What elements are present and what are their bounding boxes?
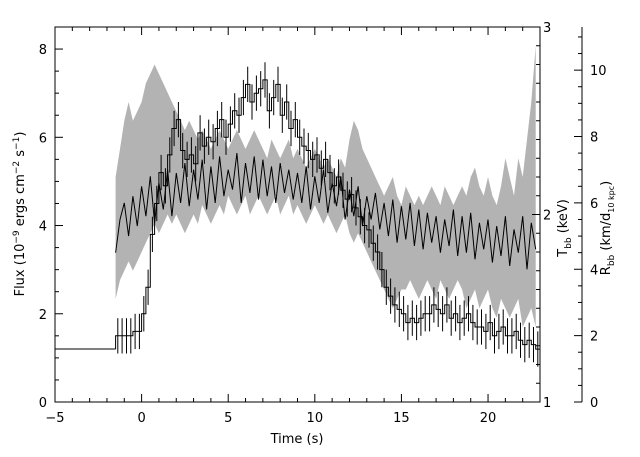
- radius-tick-label: 8: [590, 131, 598, 146]
- temperature-axis-title: Tbb (keV): [556, 199, 574, 258]
- x-axis-ticks: −5 0 5 10 15 20: [45, 27, 541, 426]
- flux-axis-title: Flux (10−9 ergs cm−2 s−1): [12, 132, 28, 297]
- radius-tick-label: 0: [590, 396, 598, 411]
- flux-series-group: [55, 62, 540, 367]
- flux-axis-title-exp2: −2: [12, 161, 22, 174]
- temperature-tick-label: 2: [543, 209, 551, 224]
- radius-axis-ticks: 0 2 4 6 8 10: [574, 36, 607, 411]
- flux-tick-label: 2: [39, 308, 47, 323]
- temperature-tick-label: 3: [543, 21, 551, 36]
- x-tick-label: −5: [45, 411, 64, 426]
- radius-tick-label: 10: [590, 64, 607, 79]
- flux-axis-title-exp1: −9: [12, 230, 22, 244]
- radius-series-group: [115, 153, 537, 270]
- radius-tick-label: 2: [590, 330, 598, 345]
- radius-axis-title-main: R: [599, 266, 614, 275]
- x-tick-label: 5: [224, 411, 232, 426]
- x-tick-label: 10: [307, 411, 324, 426]
- radius-axis-title-sub: bb: [607, 254, 617, 266]
- radius-tick-label: 4: [590, 263, 598, 278]
- radius-axis-title-end: ): [599, 181, 614, 186]
- radius-axis-title-mid: (km/d: [599, 213, 614, 255]
- temperature-axis-title-sub: bb: [564, 237, 574, 249]
- temperature-axis-title-main: T: [556, 249, 571, 258]
- flux-tick-label: 4: [39, 220, 47, 235]
- x-tick-label: 0: [137, 411, 145, 426]
- radius-tick-label: 6: [590, 197, 598, 212]
- radius-axis-title-sub2: 10 kpc: [607, 186, 616, 213]
- temperature-axis-title-end: (keV): [556, 199, 571, 237]
- temperature-tick-label: 1: [543, 396, 551, 411]
- flux-tick-label: 8: [39, 43, 47, 58]
- flux-axis-title-main: Flux (10: [13, 244, 28, 297]
- x-tick-label: 20: [480, 411, 497, 426]
- x-axis-title: Time (s): [270, 432, 324, 447]
- temperature-axis-ticks: 1 2 3: [532, 21, 551, 411]
- flux-axis-title-mid2: s: [13, 150, 28, 161]
- flux-axis-ticks: 0 2 4 6 8: [39, 43, 63, 411]
- flux-axis-title-end: ): [13, 132, 28, 137]
- radius-axis-title: Rbb (km/d10 kpc): [599, 181, 617, 275]
- radius-line: [115, 153, 537, 270]
- x-tick-label: 15: [393, 411, 410, 426]
- flux-tick-label: 6: [39, 131, 47, 146]
- flux-axis-title-exp3: −1: [12, 137, 22, 150]
- flux-axis-title-mid: ergs cm: [13, 174, 28, 230]
- flux-tick-label: 0: [39, 396, 47, 411]
